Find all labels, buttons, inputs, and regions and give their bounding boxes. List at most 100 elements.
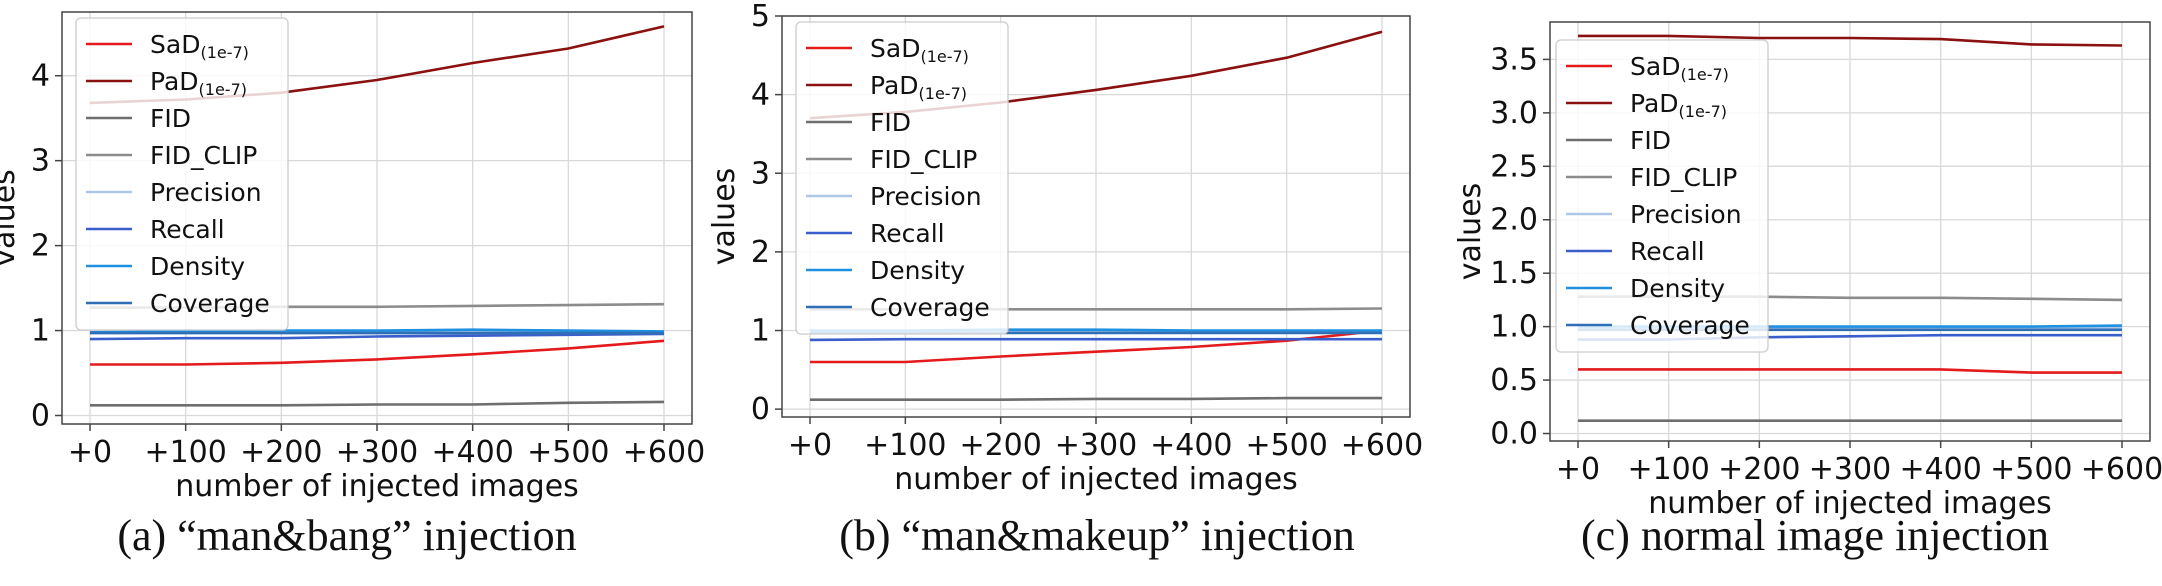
x-tick-label: +300 (1055, 428, 1137, 463)
x-tick-label: +200 (240, 435, 322, 470)
legend-label-name: SaD (150, 30, 200, 59)
y-tick-label: 2 (31, 229, 50, 264)
legend-label: Density (1630, 274, 1725, 303)
legend-item: FID (806, 108, 911, 137)
y-tick-label: 1 (751, 314, 770, 349)
y-axis: 0 1 2 3 4 5 (751, 0, 782, 427)
x-axis: +0 +100 +200 +300 +400 +500 +600 (68, 424, 705, 470)
x-axis-label: number of injected images (175, 469, 579, 504)
legend-item: Precision (1566, 200, 1742, 229)
legend-item: FID_CLIP (1566, 163, 1737, 192)
y-tick-label: 0.0 (1490, 417, 1538, 452)
legend-label: Recall (870, 219, 945, 248)
legend-label: FID_CLIP (150, 141, 257, 170)
legend-label-name: Precision (1630, 200, 1742, 229)
x-tick-label: +400 (1150, 428, 1232, 463)
legend-item: Density (806, 256, 965, 285)
x-tick-label: +100 (144, 435, 226, 470)
legend-label-name: PaD (870, 71, 919, 100)
legend-label-name: FID (870, 108, 911, 137)
x-tick-label: +200 (1718, 452, 1800, 487)
legend-label: Precision (150, 178, 262, 207)
legend-item: SaD(1e-7) (806, 34, 969, 66)
x-tick-label: +200 (959, 428, 1041, 463)
y-tick-label: 3.5 (1490, 42, 1538, 77)
legend-label: FID (1630, 126, 1671, 155)
x-tick-label: +0 (1556, 452, 1600, 487)
panel-caption: (b) “man&makeup” injection (839, 511, 1355, 560)
legend-label: Coverage (870, 293, 990, 322)
chart-panel-1: +0 +100 +200 +300 +400 +500 +600 0 1 2 3 4 number of… (0, 11, 705, 560)
y-tick-label: 5 (751, 0, 770, 34)
y-tick-label: 4 (751, 78, 770, 113)
legend-label: Coverage (1630, 311, 1750, 340)
legend-item: Coverage (86, 289, 270, 318)
legend-item: PaD(1e-7) (86, 67, 247, 99)
legend-item: Density (86, 252, 245, 281)
legend-item: Recall (806, 219, 945, 248)
legend: SaD(1e-7)PaD(1e-7)FIDFID_CLIPPrecisionRe… (75, 17, 289, 331)
legend-label: PaD(1e-7) (150, 67, 247, 99)
legend-label-name: Coverage (870, 293, 990, 322)
legend-label-subscript: (1e-7) (199, 80, 247, 99)
legend-item: FID_CLIP (806, 145, 977, 174)
legend-label-name: Recall (870, 219, 945, 248)
chart-panel-3: +0 +100 +200 +300 +400 +500 +600 0.0 0.5 1.0 1.5 2.… (1453, 21, 2162, 560)
legend-label-subscript: (1e-7) (919, 84, 967, 103)
legend-item: PaD(1e-7) (1566, 89, 1727, 121)
y-axis-label: values (1453, 183, 1488, 281)
x-tick-label: +400 (431, 435, 513, 470)
legend-label-name: FID (1630, 126, 1671, 155)
series-line-pad (1578, 34, 2123, 47)
y-tick-label: 3 (751, 156, 770, 191)
y-tick-label: 3 (31, 144, 50, 179)
y-tick-label: 0 (751, 392, 770, 427)
legend-label: SaD(1e-7) (870, 34, 969, 66)
x-axis-label: number of injected images (1648, 486, 2052, 521)
legend-label-name: FID_CLIP (150, 141, 257, 170)
legend-label: Precision (870, 182, 982, 211)
legend-item: SaD(1e-7) (1566, 52, 1729, 84)
legend-item: FID (86, 104, 191, 133)
y-axis: 0 1 2 3 4 (31, 59, 62, 434)
legend-label-name: Recall (150, 215, 225, 244)
y-tick-label: 0 (31, 399, 50, 434)
legend-label-name: Coverage (1630, 311, 1750, 340)
panel-caption: (c) normal image injection (1581, 511, 2049, 560)
y-tick-label: 1.0 (1490, 310, 1538, 345)
legend-label-name: FID_CLIP (870, 145, 977, 174)
y-tick-label: 1.5 (1490, 256, 1538, 291)
legend-label-name: Density (870, 256, 965, 285)
legend-item: Density (1566, 274, 1725, 303)
legend-item: FID_CLIP (86, 141, 257, 170)
y-tick-label: 4 (31, 59, 50, 94)
legend-label-name: Density (150, 252, 245, 281)
x-tick-label: +300 (1809, 452, 1891, 487)
chart-panel-2: +0 +100 +200 +300 +400 +500 +600 0 1 2 3 4 5 number o… (707, 0, 1423, 560)
legend-label: Density (870, 256, 965, 285)
legend-label-name: Precision (150, 178, 262, 207)
x-tick-label: +0 (788, 428, 832, 463)
x-tick-label: +500 (1245, 428, 1327, 463)
series-line-fid (90, 400, 665, 407)
legend-item: Recall (1566, 237, 1705, 266)
legend-label-name: PaD (150, 67, 199, 96)
y-axis: 0.0 0.5 1.0 1.5 2.0 2.5 3.0 3.5 (1490, 42, 1550, 452)
series-line-sad (1578, 368, 2122, 374)
legend-label: Coverage (150, 289, 270, 318)
legend-label-name: FID (150, 104, 191, 133)
legend-box (75, 17, 289, 331)
legend: SaD(1e-7) PaD(1e-7) FID FID_CLIP Precision Re… (1555, 39, 1769, 353)
y-tick-label: 2.5 (1490, 149, 1538, 184)
x-tick-label: +600 (623, 435, 705, 470)
legend-item: Coverage (1566, 311, 1750, 340)
x-tick-label: +500 (527, 435, 609, 470)
legend-item: SaD(1e-7) (86, 30, 249, 62)
legend-label-name: SaD (1630, 52, 1680, 81)
legend-label-name: FID_CLIP (1630, 163, 1737, 192)
y-axis-label: values (707, 168, 742, 266)
legend-label-name: PaD (1630, 89, 1679, 118)
legend-label: FID (150, 104, 191, 133)
legend-label: PaD(1e-7) (1630, 89, 1727, 121)
